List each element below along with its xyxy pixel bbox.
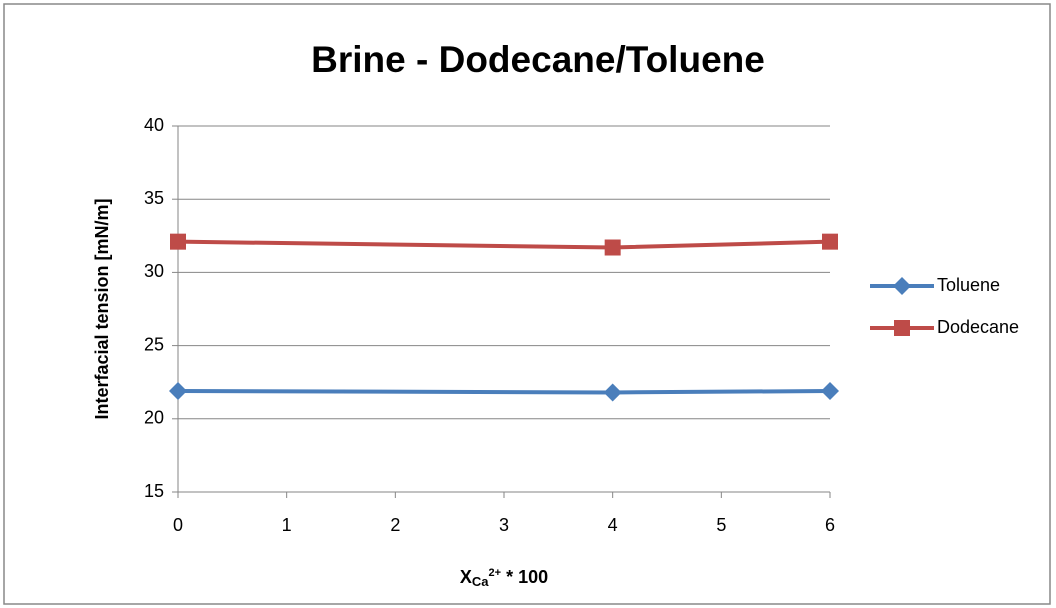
x-tick-label: 1 bbox=[282, 515, 292, 535]
series-line bbox=[177, 388, 831, 395]
y-tick-label: 25 bbox=[144, 334, 164, 354]
legend-marker bbox=[893, 277, 911, 295]
marker bbox=[822, 233, 838, 250]
y-tick-label: 30 bbox=[144, 261, 164, 281]
legend-label: Dodecane bbox=[937, 317, 1019, 337]
chart-border bbox=[3, 3, 1051, 605]
y-tick-label: 20 bbox=[144, 408, 164, 428]
x-tick-label: 6 bbox=[825, 515, 835, 535]
x-tick-label: 4 bbox=[608, 515, 618, 535]
x-label-rest: * 100 bbox=[501, 567, 548, 587]
x-label-sup: 2+ bbox=[489, 567, 502, 579]
y-tick-label: 40 bbox=[144, 115, 164, 135]
marker bbox=[170, 233, 186, 250]
x-tick-label: 2 bbox=[390, 515, 400, 535]
x-axis-label: XCa2+ * 100 bbox=[460, 567, 548, 590]
marker bbox=[821, 381, 839, 400]
marker bbox=[169, 381, 187, 400]
marker bbox=[603, 383, 622, 402]
legend-marker bbox=[894, 320, 910, 336]
y-tick-label: 15 bbox=[144, 481, 164, 501]
x-tick-label: 0 bbox=[173, 515, 183, 535]
legend-label: Toluene bbox=[937, 275, 1000, 295]
x-label-sub: Ca bbox=[472, 574, 489, 589]
x-tick-label: 5 bbox=[716, 515, 726, 535]
marker bbox=[604, 239, 621, 256]
y-axis-label: Interfacial tension [mN/m] bbox=[92, 198, 112, 419]
y-tick-label: 35 bbox=[144, 188, 164, 208]
x-label-base: X bbox=[460, 567, 472, 587]
chart-title: Brine - Dodecane/Toluene bbox=[311, 39, 765, 80]
x-tick-label: 3 bbox=[499, 515, 509, 535]
